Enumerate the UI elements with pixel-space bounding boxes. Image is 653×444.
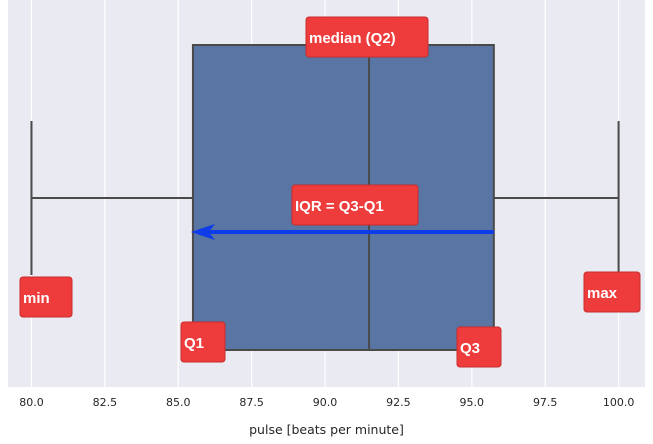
x-axis-label: pulse [beats per minute] [249,422,404,437]
annotations: median (Q2) IQR = Q3-Q1 min max Q1 Q3 [19,16,641,368]
iqr-arrow [190,224,494,240]
annotation-label: IQR = Q3-Q1 [295,198,384,215]
x-tick-label: 87.5 [239,396,264,409]
annotation-label: max [587,285,618,302]
annotation-box [583,271,641,313]
annotation-box [180,321,226,363]
x-tick-label: 90.0 [313,396,338,409]
x-tick-label: 92.5 [386,396,411,409]
x-axis-ticks: 80.0 82.5 85.0 87.5 90.0 92.5 95.0 97.5 100.0 [19,396,634,409]
annotation-min: min [19,276,73,318]
annotation-box [19,276,73,318]
annotation-max: max [583,271,641,313]
annotation-box [456,326,502,368]
annotation-q3: Q3 [456,326,502,368]
annotation-label: median (Q2) [309,30,396,47]
x-tick-label: 82.5 [93,396,118,409]
annotation-iqr: IQR = Q3-Q1 [291,184,419,226]
arrow-head [190,224,215,240]
x-tick-label: 85.0 [166,396,191,409]
annotation-median: median (Q2) [305,16,429,58]
annotation-label: min [23,290,50,307]
x-tick-label: 100.0 [603,396,635,409]
annotation-box [291,184,419,226]
x-tick-label: 95.0 [460,396,485,409]
annotation-box [305,16,429,58]
annotation-label: Q1 [184,335,204,352]
annotation-label: Q3 [460,340,480,357]
x-tick-label: 97.5 [533,396,558,409]
annotation-q1: Q1 [180,321,226,363]
x-tick-label: 80.0 [19,396,44,409]
